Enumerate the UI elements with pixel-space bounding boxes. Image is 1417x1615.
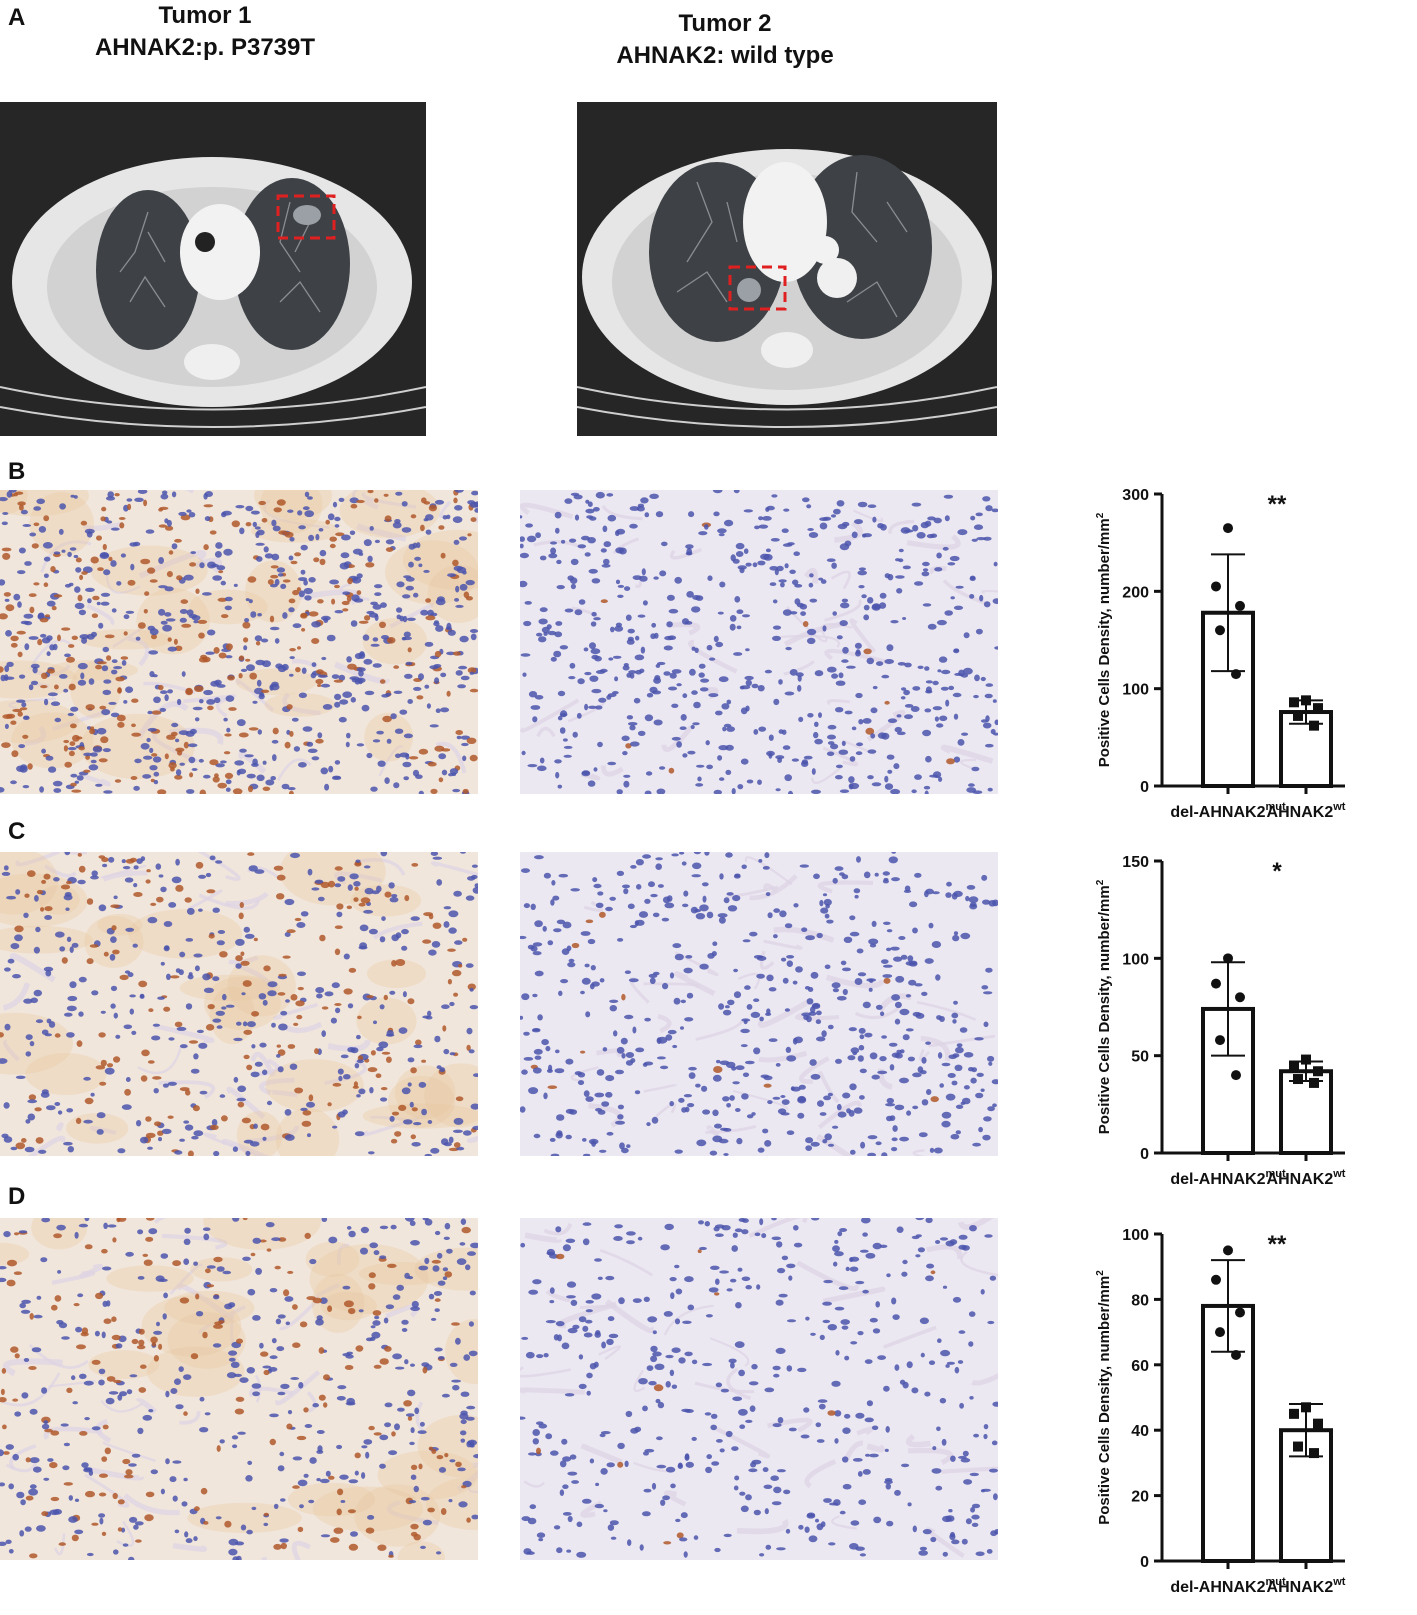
- chart-d-xtick-label-2: AHNAK2wt: [1267, 1576, 1346, 1596]
- chart-c-ylabel: Positive Cells Density, number/mm2: [1095, 879, 1113, 1134]
- chart-c-point: [1309, 1077, 1319, 1088]
- chart-b-xtick-label-2: AHNAK2wt: [1267, 801, 1346, 821]
- chart-c-xtick-label-2: AHNAK2wt: [1267, 1168, 1346, 1188]
- chart-b-point: [1211, 581, 1221, 592]
- chart-b-point: [1223, 523, 1233, 534]
- tumor2-title: Tumor 2: [678, 10, 772, 37]
- tumor2-header: Tumor 2 AHNAK2: wild type: [555, 8, 895, 72]
- tumor1-title: Tumor 1: [158, 2, 252, 29]
- bar-chart-c: 0 50 100 150 Positive Cells Density, number/…: [1085, 835, 1405, 1205]
- chart-c-point: [1215, 1035, 1225, 1046]
- chart-b-point: [1231, 669, 1241, 680]
- chart-b-point: [1293, 710, 1303, 721]
- chart-d-ytick-label: 80: [1131, 1292, 1149, 1309]
- chart-c-point: [1313, 1066, 1323, 1077]
- chart-d-ytick-label: 0: [1140, 1554, 1149, 1571]
- chart-b-point: [1289, 697, 1299, 708]
- chart-c-ytick-label: 0: [1140, 1146, 1149, 1163]
- chart-d-point: [1313, 1418, 1323, 1429]
- chart-d-point: [1211, 1274, 1221, 1285]
- chart-d-ytick-label: 20: [1131, 1489, 1149, 1506]
- ihc-image-d-tumor1: [0, 1218, 478, 1560]
- chart-d-ytick-label: 100: [1122, 1227, 1149, 1244]
- chart-b-point: [1301, 695, 1311, 706]
- tumor1-mutation: AHNAK2:p. P3739T: [94, 34, 316, 61]
- chart-c-ytick-label: 100: [1122, 951, 1149, 968]
- chart-d-point: [1231, 1349, 1241, 1360]
- chart-d-significance: **: [1268, 1231, 1287, 1258]
- chart-b-ytick-label: 200: [1122, 584, 1149, 601]
- chart-c-point: [1235, 992, 1245, 1003]
- bar-chart-b: 0 100 200 300 Positive Cells Density, number…: [1085, 468, 1405, 838]
- chart-c-bar-2: [1279, 1069, 1333, 1156]
- chart-c-point: [1289, 1062, 1299, 1073]
- chart-d-point: [1301, 1402, 1311, 1413]
- chart-b-ytick-label: 300: [1122, 487, 1149, 504]
- ihc-image-c-tumor1: [0, 852, 478, 1156]
- chart-d-point: [1235, 1307, 1245, 1318]
- chart-c-point: [1293, 1074, 1303, 1085]
- chart-d-xtick-label-1: del-AHNAK2mut: [1170, 1576, 1286, 1596]
- chart-c-point: [1211, 978, 1221, 989]
- bar-chart-d: 0 20 40 60 80 100 Positive Cells Density, numb…: [1085, 1208, 1405, 1613]
- ihc-image-c-tumor2: [520, 852, 998, 1156]
- tumor2-mutation: AHNAK2: wild type: [616, 42, 834, 69]
- panel-label-b: B: [8, 458, 26, 485]
- chart-b-ylabel: Positive Cells Density, number/mm2: [1095, 512, 1113, 767]
- chart-b-point: [1235, 600, 1245, 611]
- chart-d-point: [1215, 1327, 1225, 1338]
- chart-d-point: [1289, 1408, 1299, 1419]
- ct-scan-tumor2: [577, 102, 997, 436]
- chart-d-point: [1223, 1245, 1233, 1256]
- chart-c-point: [1223, 953, 1233, 964]
- chart-b-xtick-label-1: del-AHNAK2mut: [1170, 801, 1286, 821]
- panel-label-a: A: [8, 4, 26, 31]
- panel-label-d: D: [8, 1183, 26, 1210]
- ct-scan-tumor1: [0, 102, 426, 436]
- ihc-image-b-tumor2: [520, 490, 998, 794]
- chart-c-point: [1301, 1054, 1311, 1065]
- chart-d-ytick-label: 60: [1131, 1358, 1149, 1375]
- chart-b-ytick-label: 0: [1140, 779, 1149, 796]
- chart-b-point: [1215, 625, 1225, 636]
- chart-b-ytick-label: 100: [1122, 682, 1149, 699]
- chart-d-point: [1309, 1448, 1319, 1459]
- chart-d-point: [1293, 1441, 1303, 1452]
- chart-d-ylabel: Positive Cells Density, number/mm2: [1095, 1270, 1113, 1525]
- chart-c-ytick-label: 50: [1131, 1049, 1149, 1066]
- chart-c-significance: *: [1272, 858, 1282, 885]
- chart-c-point: [1231, 1070, 1241, 1081]
- chart-c-ytick-label: 150: [1122, 854, 1149, 871]
- chart-b-point: [1313, 703, 1323, 714]
- ihc-image-d-tumor2: [520, 1218, 998, 1560]
- chart-b-point: [1309, 720, 1319, 731]
- chart-b-significance: **: [1268, 491, 1287, 518]
- tumor1-header: Tumor 1 AHNAK2:p. P3739T: [60, 0, 350, 64]
- chart-d-ytick-label: 40: [1131, 1423, 1149, 1440]
- ihc-image-b-tumor1: [0, 490, 478, 794]
- panel-label-c: C: [8, 818, 26, 845]
- chart-c-xtick-label-1: del-AHNAK2mut: [1170, 1168, 1286, 1188]
